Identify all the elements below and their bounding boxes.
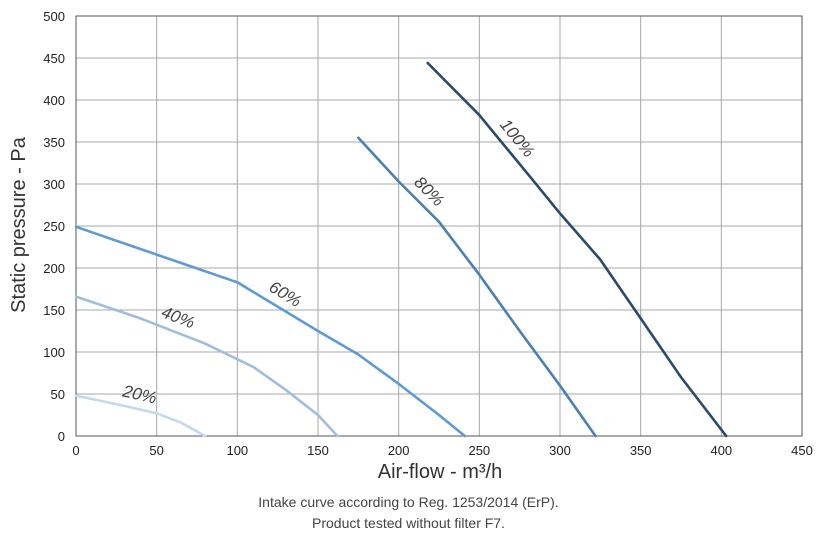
x-tick-label: 400 [710,443,732,458]
y-tick-label: 400 [43,93,65,108]
series-line-40pct [74,295,339,438]
x-tick-label: 200 [388,443,410,458]
series-line-20pct [74,394,207,438]
x-tick-label: 50 [149,443,163,458]
x-tick-label: 250 [468,443,490,458]
y-tick-label: 300 [43,177,65,192]
caption-line-2: Product tested without filter F7. [312,515,505,531]
y-tick-label: 50 [51,387,65,402]
y-tick-label: 250 [43,219,65,234]
y-tick-label: 500 [43,9,65,24]
series-labels: 20%40%60%80%100% [120,115,538,407]
tick-labels: 0 50 100 150 200 250 300 350 400 450 0 50 100 150 200 2… [43,9,813,458]
y-tick-label: 200 [43,261,65,276]
series-line-100pct [426,61,728,438]
x-tick-label: 0 [72,443,79,458]
x-tick-label: 350 [630,443,652,458]
y-tick-label: 100 [43,345,65,360]
x-tick-label: 300 [549,443,571,458]
y-axis-label: Static pressure - Pa [8,136,30,313]
series-lines [74,61,728,438]
series-label-100pct: 100% [496,115,538,161]
y-tick-label: 450 [43,51,65,66]
x-tick-label: 150 [307,443,329,458]
caption-line-1: Intake curve according to Reg. 1253/2014… [258,494,559,510]
series-label-60pct: 60% [266,277,305,311]
series-label-20pct: 20% [120,381,158,407]
x-tick-label: 450 [791,443,813,458]
x-tick-label: 100 [226,443,248,458]
series-line-80pct [356,136,597,438]
x-axis-label: Air-flow - m³/h [378,461,502,483]
y-tick-label: 350 [43,135,65,150]
series-line-60pct [74,225,467,438]
y-tick-label: 0 [58,429,65,444]
grid [75,15,803,437]
y-tick-label: 150 [43,303,65,318]
series-label-80pct: 80% [410,173,447,210]
